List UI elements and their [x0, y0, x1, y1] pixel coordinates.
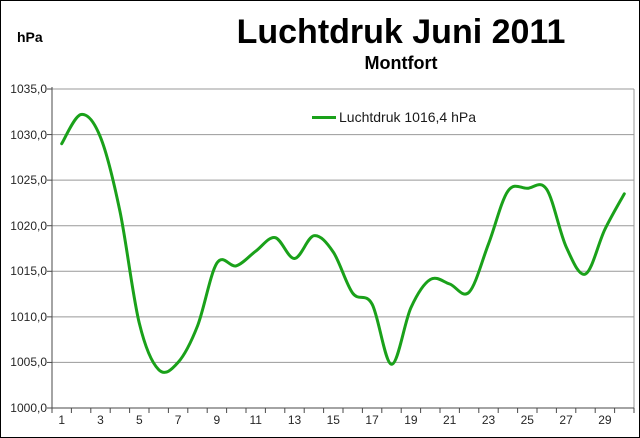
y-axis-label: 1000,0 — [10, 401, 47, 415]
luchtdruk-line — [60, 112, 626, 374]
x-axis-label: 13 — [287, 413, 302, 427]
x-axis-label: 25 — [520, 413, 534, 427]
y-axis-label: 1035,0 — [10, 82, 47, 96]
x-axis-label: 9 — [213, 413, 221, 427]
y-axis-label: 1030,0 — [10, 127, 47, 142]
x-axis-label: 1 — [58, 413, 66, 427]
x-axis-label: 27 — [559, 413, 573, 427]
y-axis-label: 1010,0 — [10, 309, 47, 324]
x-axis-label: 3 — [97, 413, 104, 427]
x-axis-label: 17 — [365, 413, 379, 427]
x-axis-label: 15 — [326, 413, 340, 427]
x-axis-label: 23 — [481, 413, 496, 427]
pressure-series-line — [60, 112, 626, 374]
legend-label: Luchtdruk 1016,4 hPa — [339, 109, 476, 125]
legend-line-swatch — [312, 115, 336, 119]
y-axis-label: 1020,0 — [10, 218, 47, 233]
axes — [47, 87, 635, 413]
y-axis-unit-label: hPa — [17, 29, 43, 45]
y-axis-label: 1005,0 — [10, 355, 47, 370]
gridlines — [52, 88, 635, 409]
legend: Luchtdruk 1016,4 hPa — [312, 109, 476, 125]
x-axis-label: 11 — [249, 413, 262, 427]
x-axis-label: 21 — [443, 413, 457, 427]
x-axis-label: 19 — [404, 413, 418, 427]
chart-title: Luchtdruk Juni 2011 — [236, 13, 566, 51]
chart-subtitle: Montfort — [364, 53, 438, 73]
y-axis-label: 1015,0 — [10, 264, 47, 279]
y-axis-label: 1025,0 — [10, 173, 47, 188]
x-axis-label: 5 — [135, 413, 143, 427]
x-axis-label: 29 — [598, 413, 612, 427]
x-axis-label: 7 — [174, 413, 182, 427]
